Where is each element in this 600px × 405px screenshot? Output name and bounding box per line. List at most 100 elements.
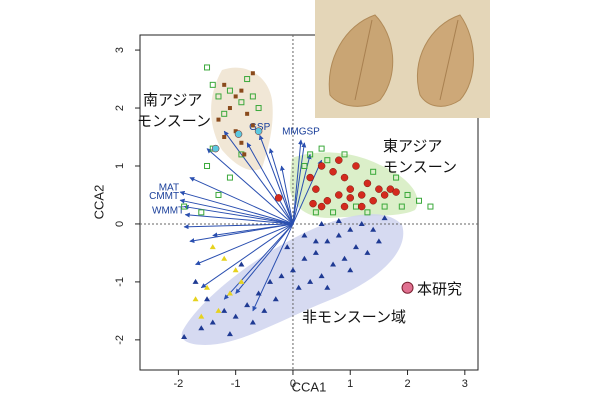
leaf-photo	[315, 0, 490, 118]
point	[227, 106, 232, 111]
point	[284, 244, 291, 250]
point	[204, 64, 211, 71]
point	[312, 185, 320, 193]
y-tick-label: 2	[114, 105, 126, 111]
point	[427, 203, 434, 210]
point	[211, 144, 220, 153]
point	[357, 191, 366, 199]
vector-label: GSP	[249, 122, 270, 133]
point	[393, 174, 400, 181]
vector-arrow	[279, 165, 294, 225]
leaf-vein	[439, 19, 459, 101]
point	[324, 284, 331, 290]
point	[330, 261, 337, 267]
point	[307, 151, 314, 158]
point	[317, 162, 326, 170]
point	[244, 302, 251, 308]
point	[239, 140, 244, 145]
point	[352, 244, 359, 250]
point	[346, 194, 354, 202]
point	[346, 185, 354, 193]
point	[232, 313, 239, 319]
point	[250, 71, 255, 76]
point	[238, 99, 245, 106]
point	[221, 110, 228, 117]
vector-arrow	[200, 223, 294, 289]
point	[335, 156, 343, 164]
vector-arrow	[292, 139, 304, 224]
point	[226, 290, 233, 296]
point	[226, 174, 233, 181]
point	[198, 313, 205, 319]
point	[401, 281, 414, 294]
point	[312, 238, 319, 244]
point	[204, 296, 211, 302]
point	[375, 238, 382, 244]
y-tick-label: -2	[114, 335, 126, 345]
point	[226, 87, 233, 94]
point	[254, 127, 263, 135]
y-tick-label: -1	[114, 277, 126, 287]
point	[181, 203, 188, 210]
point	[233, 129, 238, 134]
point	[335, 191, 343, 199]
vector-arrow	[223, 223, 294, 300]
point	[181, 333, 188, 339]
point	[215, 307, 222, 313]
point	[192, 296, 199, 302]
point	[278, 273, 285, 279]
point	[369, 197, 377, 205]
point	[245, 111, 250, 116]
point	[380, 191, 389, 199]
vector-arrow	[292, 142, 307, 225]
point	[363, 179, 372, 188]
point	[238, 278, 245, 284]
x-tick-label: -1	[231, 378, 241, 390]
x-tick-label: -2	[173, 378, 183, 390]
point	[364, 249, 371, 255]
vector-arrow	[246, 142, 294, 225]
point	[330, 209, 337, 216]
point	[222, 82, 227, 87]
point	[312, 249, 319, 255]
point	[238, 261, 245, 267]
point	[307, 278, 314, 284]
point	[249, 93, 256, 100]
x-tick-label: 0	[290, 378, 296, 390]
point	[404, 191, 411, 198]
vector-arrow	[235, 223, 294, 294]
legend-label: 本研究	[417, 281, 462, 298]
x-axis-label: CCA1	[292, 379, 327, 394]
point	[255, 290, 262, 296]
point	[198, 325, 205, 331]
vector-arrow	[258, 134, 294, 225]
vector-arrow	[179, 198, 294, 225]
y-tick-label: 0	[114, 221, 126, 227]
region-label: 南アジア	[143, 92, 202, 109]
vector-arrow	[189, 177, 294, 225]
vector-arrow	[252, 223, 294, 312]
point	[301, 232, 308, 238]
x-tick-label: 2	[404, 378, 410, 390]
y-tick-label: 1	[114, 163, 126, 169]
point	[312, 209, 319, 216]
vector-arrow	[183, 223, 293, 230]
vector-arrow	[179, 190, 294, 225]
point	[340, 202, 349, 211]
point	[204, 284, 211, 290]
vector-arrow	[292, 159, 323, 225]
point	[209, 319, 216, 325]
point	[370, 168, 377, 175]
leaf-vein	[354, 19, 373, 101]
point	[381, 203, 388, 210]
point	[324, 157, 331, 164]
point	[381, 215, 388, 221]
vector-arrow	[195, 223, 294, 266]
point	[329, 168, 337, 176]
point	[341, 151, 348, 158]
point	[222, 135, 227, 140]
point	[375, 185, 383, 193]
region-label: 東アジア	[383, 138, 442, 155]
point	[295, 284, 302, 290]
point	[324, 238, 331, 244]
